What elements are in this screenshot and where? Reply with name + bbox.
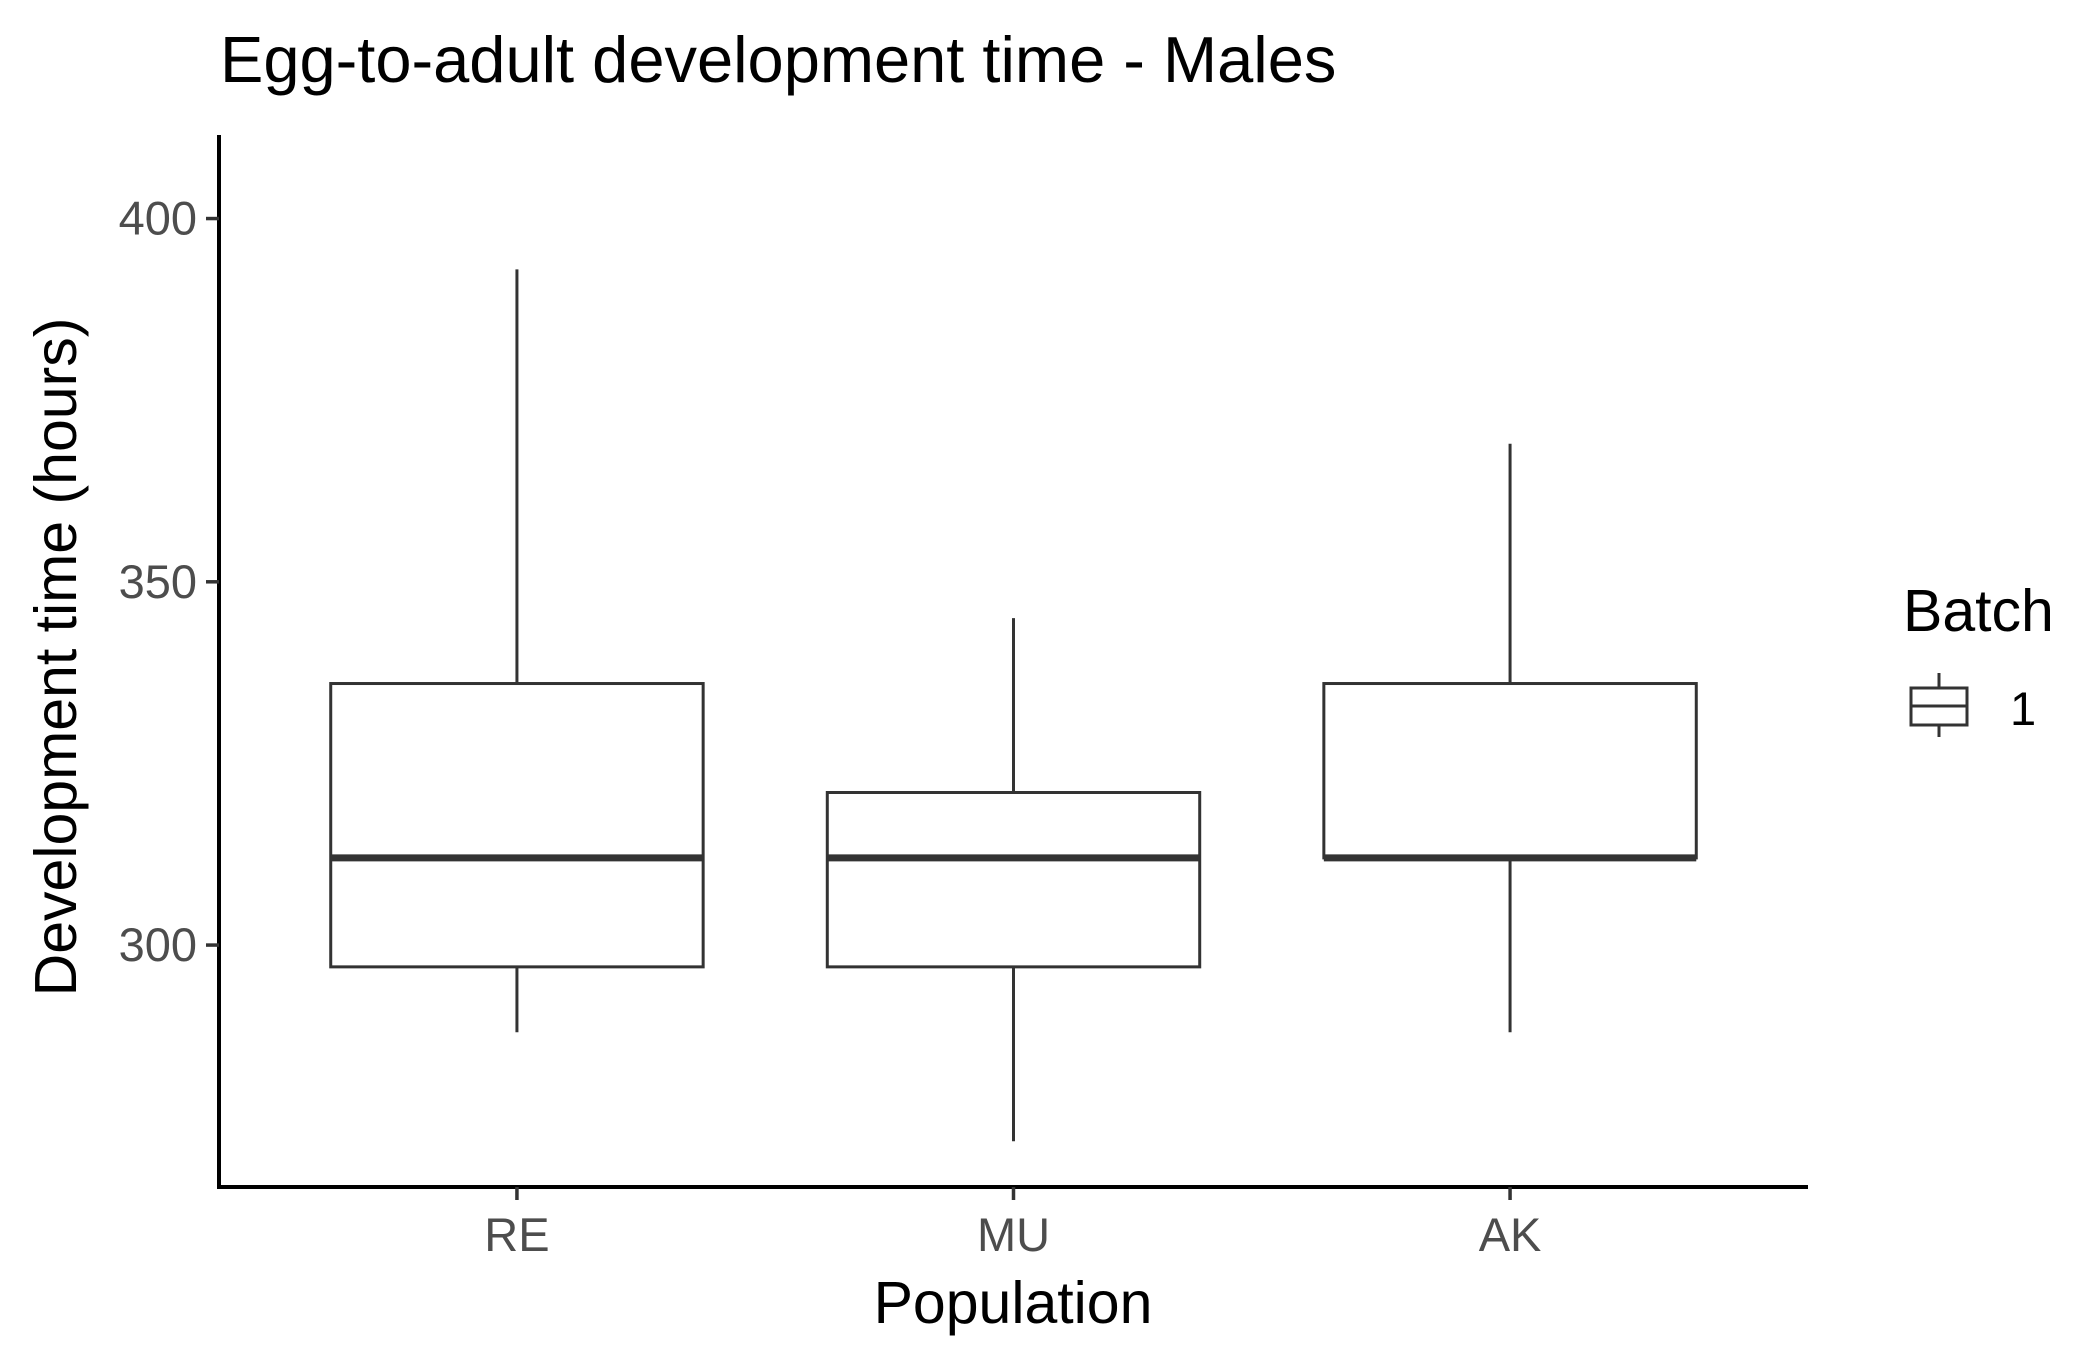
plot-area [329,269,1698,1142]
y-tick-label: 400 [119,192,197,245]
x-tick-label-ak: AK [1479,1208,1542,1261]
y-tick-label: 300 [119,918,197,971]
interquartile-box [329,682,705,969]
interquartile-box [825,791,1202,969]
x-axis-ticks: RE MU AK [484,1187,1541,1261]
legend-entry-label: 1 [2010,682,2036,735]
y-axis-title: Development time (hours) [23,318,89,997]
y-tick-label: 350 [119,555,197,608]
x-axis-title: Population [874,1270,1153,1336]
chart-title: Egg-to-adult development time - Males [220,23,1336,96]
legend: Batch 1 [1903,578,2054,737]
interquartile-box [1322,682,1698,860]
legend-title: Batch [1903,578,2054,644]
x-tick-label-re: RE [484,1208,549,1261]
box-re [329,269,705,1033]
box-ak [1322,443,1698,1033]
y-axis-ticks: 300 350 400 [119,192,219,971]
x-tick-label-mu: MU [977,1208,1050,1261]
legend-key-boxplot-icon [1909,673,1969,737]
box-mu [825,618,1202,1142]
